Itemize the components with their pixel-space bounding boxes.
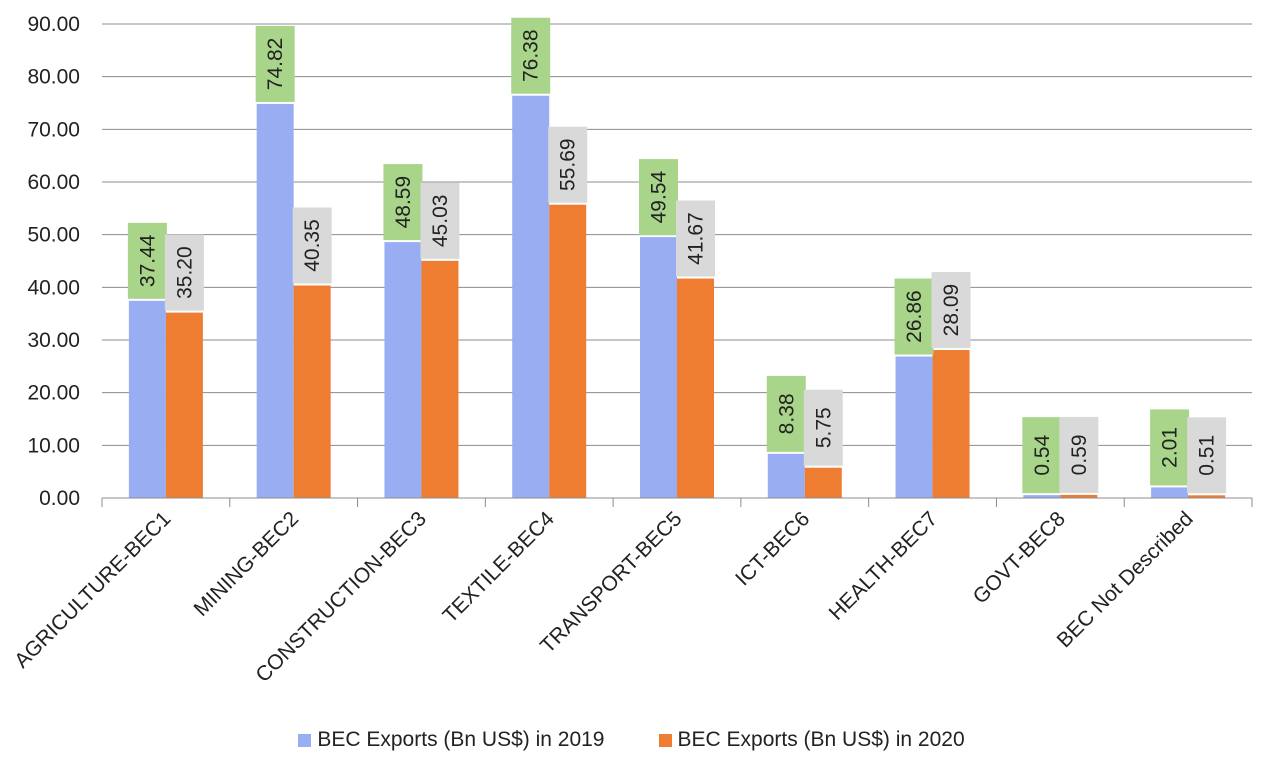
bar-2019 — [895, 356, 933, 498]
data-label-box — [766, 375, 806, 452]
bar-2020 — [549, 204, 587, 498]
bars — [128, 95, 1226, 499]
bar-2019 — [384, 242, 422, 498]
data-label-box — [894, 278, 934, 355]
bar-2019 — [128, 300, 166, 498]
data-label-box — [164, 234, 204, 311]
data-label: 40.35 — [301, 219, 324, 272]
bar-2020 — [165, 312, 203, 498]
data-label: 26.86 — [903, 290, 926, 343]
category-label: TRANSPORT-BEC5 — [536, 507, 686, 657]
data-label: 5.75 — [812, 407, 835, 448]
bar-2020 — [1188, 495, 1226, 498]
bar-2020 — [1060, 494, 1098, 498]
category-label: BEC Not Described — [1053, 507, 1198, 652]
bar-2019 — [640, 237, 677, 498]
data-label: 76.38 — [520, 29, 543, 82]
x-axis — [101, 497, 1253, 507]
bar-2019 — [1023, 495, 1061, 498]
category-labels: AGRICULTURE-BEC1 MINING-BEC2CONSTRUCTION-… — [10, 507, 1198, 687]
data-label: 0.59 — [1068, 434, 1091, 475]
bar-2020 — [421, 260, 459, 498]
data-label-box — [511, 17, 551, 94]
bar-2020 — [932, 350, 970, 498]
legend-label-2020: BEC Exports (Bn US$) in 2020 — [677, 728, 965, 751]
y-tick-label: 80.00 — [27, 66, 80, 89]
y-tick-label: 50.00 — [27, 224, 80, 247]
data-label: 28.09 — [940, 284, 963, 337]
category-label: HEALTH-BEC7 — [825, 507, 942, 624]
data-label: 48.59 — [392, 176, 415, 229]
category-label: TEXTILE-BEC4 — [439, 507, 559, 627]
bar-2020 — [677, 278, 714, 498]
y-tick-label: 0.00 — [39, 487, 80, 510]
bar-2019 — [256, 103, 294, 498]
legend-item-2020: BEC Exports (Bn US$) in 2020 — [658, 728, 965, 752]
data-label: 49.54 — [648, 170, 671, 223]
data-label: 41.67 — [685, 212, 708, 265]
data-label: 2.01 — [1159, 427, 1182, 468]
data-label: 0.51 — [1196, 435, 1219, 476]
legend: BEC Exports (Bn US$) in 2019 BEC Exports… — [0, 728, 1263, 752]
data-label-box — [127, 222, 167, 299]
legend-swatch-2020 — [658, 733, 672, 747]
data-label-box — [803, 389, 843, 466]
data-label-box — [1187, 417, 1227, 494]
bar-2020 — [804, 467, 842, 498]
bar-2019 — [1151, 487, 1189, 498]
y-tick-label: 20.00 — [27, 382, 80, 405]
data-label: 45.03 — [429, 195, 452, 248]
data-label: 0.54 — [1031, 434, 1054, 475]
bar-2020 — [293, 285, 331, 498]
y-tick-label: 40.00 — [27, 276, 80, 299]
y-tick-label: 60.00 — [27, 171, 80, 194]
data-label-box — [255, 25, 295, 102]
category-label: AGRICULTURE-BEC1 — [10, 507, 175, 672]
data-label: 74.82 — [264, 38, 287, 91]
y-axis-ticks: 0.00 10.00 20.00 30.00 40.00 50.00 60.00 70.00 8… — [27, 13, 80, 510]
legend-label-2019: BEC Exports (Bn US$) in 2019 — [317, 728, 605, 751]
category-label: GOVT-BEC8 — [969, 507, 1070, 608]
data-label-box — [639, 159, 678, 236]
data-label-box — [1022, 417, 1062, 494]
bar-2019 — [512, 95, 550, 499]
legend-item-2019: BEC Exports (Bn US$) in 2019 — [298, 728, 605, 752]
y-tick-label: 10.00 — [27, 434, 80, 457]
category-label: MINING-BEC2 — [190, 507, 304, 621]
data-label-box — [1150, 409, 1190, 486]
legend-swatch-2019 — [298, 733, 312, 747]
data-label-box — [383, 164, 423, 241]
data-label-box — [420, 182, 460, 259]
data-label-box — [292, 207, 332, 284]
bar-2019 — [767, 453, 805, 498]
data-labels: 37.44 35.20 74.82 40.35 48.59 45.03 76.38 55.69… — [127, 17, 1227, 494]
bar-chart: 0.00 10.00 20.00 30.00 40.00 50.00 60.00 70.00 8… — [10, 13, 1253, 687]
data-label: 55.69 — [557, 138, 580, 191]
data-label-box — [676, 200, 715, 277]
data-label-box — [548, 126, 588, 203]
category-label: ICT-BEC6 — [731, 507, 814, 590]
data-label: 35.20 — [173, 246, 196, 299]
y-tick-label: 70.00 — [27, 118, 80, 141]
y-tick-label: 90.00 — [27, 13, 80, 36]
data-label-box — [1059, 416, 1099, 493]
y-tick-label: 30.00 — [27, 329, 80, 352]
data-label: 37.44 — [136, 234, 159, 287]
data-label: 8.38 — [775, 393, 798, 434]
data-label-box — [931, 272, 971, 349]
